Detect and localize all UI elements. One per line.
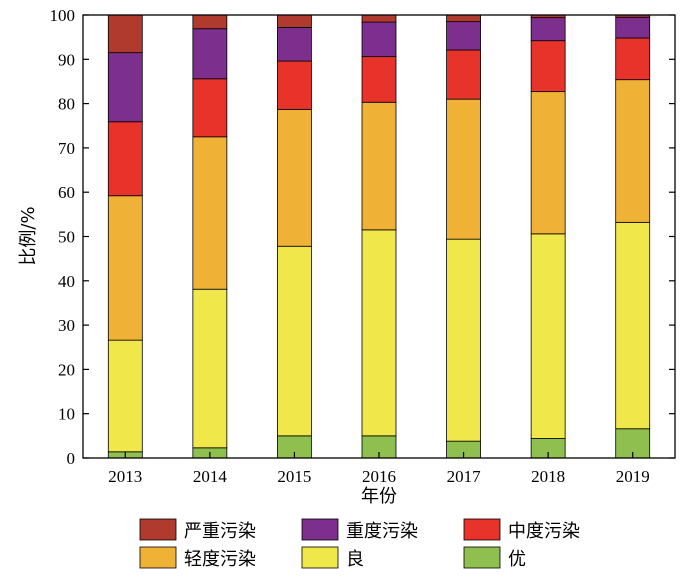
x-axis-title: 年份 [361, 486, 397, 507]
legend-swatch [463, 518, 501, 541]
bar-segment-2019-3 [615, 37, 651, 81]
bar-segment-2018-2 [530, 91, 566, 235]
bar-segment-2017-3 [446, 49, 481, 100]
legend-label: 轻度污染 [184, 549, 256, 570]
legend-label: 重度污染 [346, 521, 418, 542]
bar-segment-2019-2 [615, 79, 651, 223]
y-tick-label: 10 [58, 405, 75, 424]
legend-label: 优 [508, 549, 526, 570]
bar-segment-2014-3 [192, 78, 228, 138]
legend-swatch [301, 518, 339, 541]
bar-segment-2017-5 [446, 14, 481, 23]
bar-segment-2013-4 [107, 52, 143, 123]
y-tick-label: 30 [58, 316, 75, 335]
bar-segment-2015-3 [277, 60, 312, 110]
bar-segment-2018-4 [530, 17, 566, 42]
bar-segment-2014-1 [192, 288, 228, 449]
bar-segment-2014-4 [192, 28, 228, 80]
bar-segment-2018-1 [530, 233, 566, 439]
bar-segment-2013-2 [107, 195, 143, 341]
y-axis-title: 比例/% [18, 206, 39, 265]
bar-segment-2017-1 [446, 238, 481, 442]
legend-label: 中度污染 [508, 521, 580, 542]
legend-swatch [139, 546, 177, 569]
y-tick-label: 40 [58, 272, 75, 291]
legend-swatch [301, 546, 339, 569]
x-tick-label: 2016 [362, 467, 396, 486]
x-tick-label: 2015 [277, 467, 311, 486]
x-tick-label: 2017 [447, 467, 482, 486]
y-tick-label: 90 [58, 50, 75, 69]
bar-segment-2019-4 [615, 16, 651, 39]
bar-segment-2014-5 [192, 14, 228, 30]
bar-segment-2016-4 [361, 21, 397, 58]
bar-segment-2016-1 [361, 229, 397, 437]
x-tick-label: 2018 [531, 467, 565, 486]
y-tick-label: 70 [58, 139, 75, 158]
bar-segment-2015-1 [277, 245, 312, 437]
bar-segment-2019-1 [615, 221, 651, 430]
y-tick-label: 0 [67, 449, 76, 468]
y-axis: 0 10 20 30 40 50 60 70 80 90 100 [50, 6, 675, 468]
x-tick-label: 2013 [108, 467, 142, 486]
x-axis: 2013 2014 2015 2016 2017 2018 2019 [108, 452, 650, 486]
bar-segment-2013-5 [107, 14, 143, 54]
legend-swatch [139, 518, 177, 541]
bar-segment-2015-2 [277, 108, 312, 247]
bar-segment-2017-4 [446, 21, 481, 51]
bar-segment-2018-3 [530, 40, 566, 93]
bar-segment-2015-4 [277, 26, 312, 62]
y-tick-label: 50 [58, 228, 75, 247]
x-tick-label: 2014 [193, 467, 228, 486]
bar-segment-2016-5 [361, 14, 397, 23]
bar-segment-2016-2 [361, 101, 397, 231]
bar-segment-2017-2 [446, 98, 481, 240]
y-tick-label: 80 [58, 95, 75, 114]
legend-label: 严重污染 [184, 521, 256, 542]
bars-layer [107, 14, 651, 459]
x-tick-label: 2019 [616, 467, 650, 486]
bar-segment-2013-3 [107, 121, 143, 197]
bar-segment-2015-5 [277, 14, 312, 28]
bar-segment-2016-3 [361, 56, 397, 103]
y-tick-label: 20 [58, 360, 75, 379]
y-tick-label: 60 [58, 183, 75, 202]
y-tick-label: 100 [50, 6, 76, 25]
legend-label: 良 [346, 549, 364, 570]
legend-swatch [463, 546, 501, 569]
bar-segment-2014-2 [192, 136, 228, 290]
bar-segment-2013-1 [107, 339, 143, 453]
